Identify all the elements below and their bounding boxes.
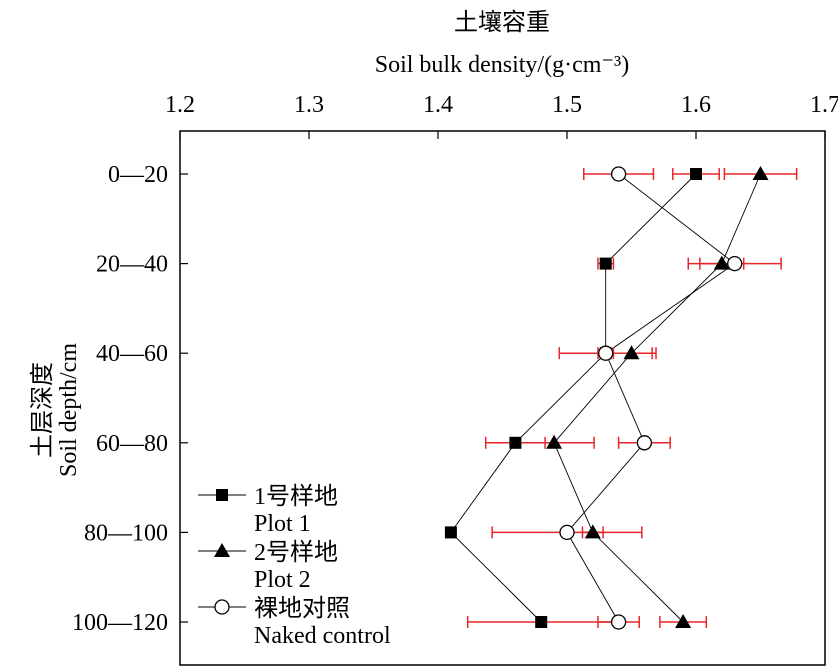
legend-marker-circle	[214, 599, 230, 615]
data-point-square	[535, 616, 548, 628]
legend-label-cn: 2号样地	[254, 539, 338, 566]
title-en: Soil bulk density/(g·cm⁻³)	[375, 52, 630, 78]
series-line-0	[450, 173, 697, 623]
x-tick-label: 1.2	[165, 92, 195, 118]
title-cn: 土壤容重	[454, 9, 550, 36]
data-point-triangle	[623, 345, 640, 360]
data-point-square	[599, 257, 612, 270]
legend-label-cn: 裸地对照	[254, 595, 350, 622]
data-point-square	[509, 436, 522, 449]
x-tick-label: 1.6	[681, 92, 711, 118]
series-line-1	[553, 173, 761, 623]
data-point-circle	[559, 524, 575, 541]
x-tick-label: 1.5	[552, 92, 582, 118]
data-point-circle	[727, 255, 743, 272]
x-tick-label: 1.3	[294, 92, 324, 118]
data-point-triangle	[752, 166, 769, 180]
ylabel-en: Soil depth/cm	[56, 343, 82, 477]
y-tick-label: 60—80	[96, 431, 168, 457]
x-tick-label: 1.7	[810, 92, 838, 118]
legend-marker-square	[216, 489, 228, 501]
legend-label-cn: 1号样地	[254, 483, 338, 510]
data-point-circle	[636, 435, 653, 451]
y-tick-label: 20—40	[96, 252, 168, 278]
y-tick-label: 40—60	[96, 341, 168, 367]
legend-label-en: Plot 2	[254, 567, 311, 593]
y-tick-label: 80—100	[84, 520, 168, 546]
ylabel-cn: 土层深度	[29, 362, 56, 458]
data-point-triangle	[713, 255, 730, 270]
legend-label-en: Plot 1	[254, 511, 311, 537]
data-point-triangle	[584, 524, 601, 539]
data-point-circle	[610, 166, 627, 182]
data-point-circle	[610, 614, 627, 630]
series-line-2	[566, 173, 736, 623]
data-point-square	[690, 168, 702, 180]
data-point-triangle	[675, 614, 692, 628]
data-point-square	[444, 526, 457, 539]
y-tick-label: 0—20	[108, 162, 168, 188]
plot-frame	[179, 130, 826, 666]
legend-marker-triangle	[214, 543, 230, 557]
data-point-triangle	[546, 434, 563, 449]
legend-label-en: Naked control	[254, 623, 391, 649]
x-tick-label: 1.4	[423, 92, 453, 118]
data-point-circle	[598, 345, 614, 361]
y-tick-label: 100—120	[72, 610, 168, 636]
